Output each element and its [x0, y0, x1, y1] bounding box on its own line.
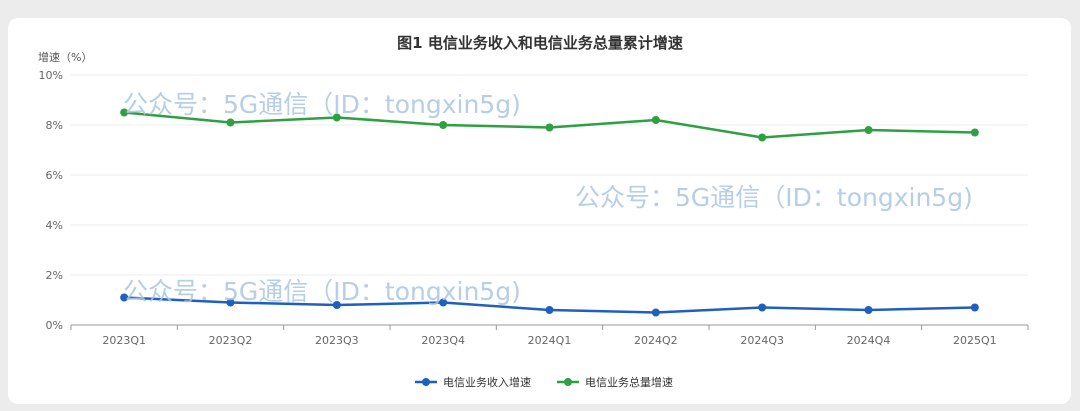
data-point[interactable] — [545, 123, 554, 132]
y-tick-label: 6% — [46, 169, 63, 182]
data-point[interactable] — [651, 308, 660, 317]
x-tick-label: 2025Q1 — [953, 334, 997, 347]
chart-title: 图1 电信业务收入和电信业务总量累计增速 — [397, 34, 683, 52]
line-chart: 0% 2% 4% 6% 8% 10% 2023Q1 2023Q2 2023Q3 2023Q4 202… — [38, 34, 1029, 389]
legend-swatch-marker — [564, 378, 572, 386]
watermark-text: 公众号：5G通信（ID：tongxin5g) — [575, 183, 973, 212]
y-tick-label: 8% — [46, 119, 63, 132]
legend-label: 电信业务收入增速 — [443, 375, 531, 389]
watermark-layer: 公众号：5G通信（ID：tongxin5g) 公众号：5G通信（ID：tongxi… — [123, 90, 973, 306]
data-point[interactable] — [545, 306, 554, 314]
legend-item-2[interactable]: 电信业务总量增速 — [557, 375, 673, 389]
y-tick-label: 4% — [46, 219, 63, 232]
data-point[interactable] — [970, 128, 979, 137]
data-point[interactable] — [970, 303, 979, 312]
x-tick-label: 2023Q2 — [209, 334, 253, 347]
x-tick-label: 2024Q3 — [740, 334, 784, 347]
series-layer — [120, 108, 979, 317]
axes: 0% 2% 4% 6% 8% 10% 2023Q1 2023Q2 2023Q3 2023Q4 202… — [39, 69, 1029, 347]
data-point[interactable] — [120, 293, 129, 302]
watermark-text: 公众号：5G通信（ID：tongxin5g) — [123, 90, 521, 119]
x-tick-label: 2023Q1 — [102, 334, 146, 347]
data-point[interactable] — [226, 118, 235, 127]
legend-swatch-marker — [422, 378, 430, 386]
x-tick-label: 2024Q1 — [528, 334, 572, 347]
data-point[interactable] — [226, 298, 235, 307]
x-tick-label: 2024Q2 — [634, 334, 678, 347]
legend-item-1[interactable]: 电信业务收入增速 — [415, 375, 531, 389]
data-point[interactable] — [758, 133, 767, 142]
data-point[interactable] — [120, 108, 129, 117]
data-point[interactable] — [864, 306, 873, 314]
chart-card: 0% 2% 4% 6% 8% 10% 2023Q1 2023Q2 2023Q3 2023Q4 202… — [8, 18, 1071, 404]
watermark-text: 公众号：5G通信（ID：tongxin5g) — [123, 277, 521, 306]
data-point[interactable] — [439, 121, 448, 129]
data-point[interactable] — [332, 301, 341, 309]
x-tick-label: 2024Q4 — [847, 334, 891, 347]
data-point[interactable] — [651, 116, 660, 124]
y-axis-label: 增速（%） — [38, 50, 92, 64]
x-tick-label: 2023Q4 — [421, 334, 465, 347]
legend-label: 电信业务总量增速 — [585, 375, 673, 389]
series-2 — [120, 108, 979, 142]
y-tick-label: 0% — [46, 319, 63, 332]
y-tick-label: 10% — [39, 69, 63, 82]
x-tick-label: 2023Q3 — [315, 334, 359, 347]
data-point[interactable] — [864, 126, 873, 134]
series-1 — [120, 293, 979, 317]
data-point[interactable] — [758, 303, 767, 312]
data-point[interactable] — [439, 298, 448, 307]
y-tick-label: 2% — [46, 269, 63, 282]
legend: 电信业务收入增速 电信业务总量增速 — [415, 375, 673, 389]
data-point[interactable] — [332, 113, 341, 122]
